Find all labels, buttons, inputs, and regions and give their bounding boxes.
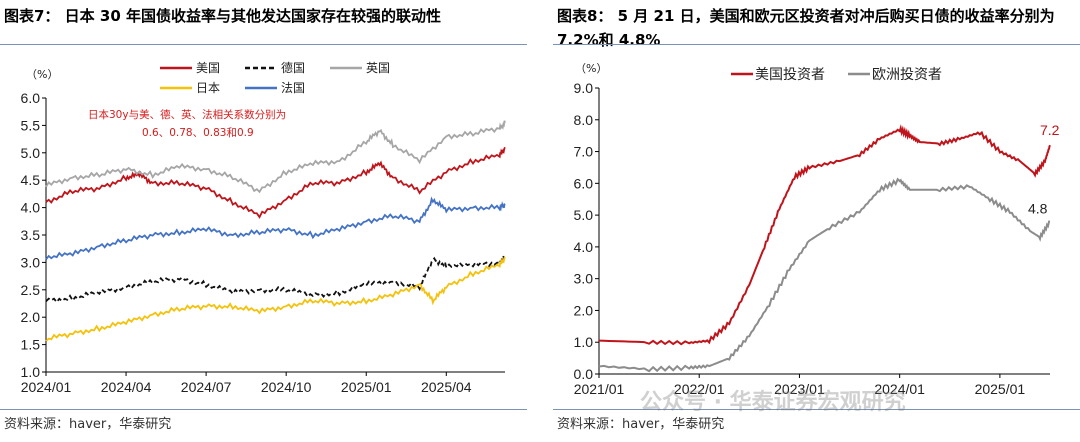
source-note-8: 资料来源：haver，华泰研究 <box>557 417 725 432</box>
y-tick-label-7: 1.5 <box>21 337 41 353</box>
chart-svg-7: 6.0 5.5 5.0 4.5 4.0 3.5 3.0 2.5 2.0 1.5 1.02024/01… <box>21 60 506 395</box>
title-rule-8 <box>553 44 1080 45</box>
legend-label-7: 英国 <box>366 61 390 75</box>
y-tick-label-8: 7.0 <box>574 144 594 160</box>
series-line-7 <box>45 146 506 219</box>
x-tick-label-7: 2024/07 <box>181 379 232 395</box>
source-rule-7 <box>0 409 527 410</box>
annotation-line1-7: 日本30y与美、德、英、法相关系数分别为 <box>88 108 286 121</box>
series-line-7 <box>45 196 506 260</box>
x-tick-label-8: 2025/01 <box>975 381 1026 397</box>
x-tick-label-8: 2022/01 <box>674 381 725 397</box>
y-tick-label-8: 8.0 <box>574 112 594 128</box>
series-line-7 <box>45 256 506 342</box>
x-tick-label-8: 2023/01 <box>774 381 825 397</box>
end-label-eu: 4.8 <box>1028 200 1048 216</box>
y-tick-label-8: 5.0 <box>574 207 594 223</box>
y-tick-label-8: 9.0 <box>574 80 594 96</box>
legend-label-7: 美国 <box>196 61 220 75</box>
y-tick-label-8: 4.0 <box>574 239 594 255</box>
x-tick-label-8: 2024/01 <box>874 381 925 397</box>
x-tick-label-7: 2025/04 <box>421 379 472 395</box>
y-tick-label-7: 4.5 <box>21 172 41 188</box>
legend-label-8: 欧洲投资者 <box>872 67 942 83</box>
end-label-us: 7.2 <box>1040 122 1060 138</box>
series-line-8 <box>598 124 1051 346</box>
chart-panel-7: 图表7： 日本 30 年国债收益率与其他发达国家存在较强的联动性 6.0 5.5 5… <box>0 0 527 442</box>
source-rule-8 <box>553 409 1080 410</box>
y-tick-label-8: 0.0 <box>574 366 594 382</box>
watermark: 公众号 · 华泰证券宏观研究 <box>640 390 906 415</box>
y-tick-label-7: 2.0 <box>21 309 41 325</box>
x-tick-label-7: 2024/10 <box>261 379 312 395</box>
y-tick-label-7: 6.0 <box>21 90 41 106</box>
x-tick-label-7: 2024/01 <box>21 379 72 395</box>
legend-label-7: 法国 <box>281 81 305 95</box>
y-tick-label-8: 2.0 <box>574 302 594 318</box>
y-tick-label-7: 5.5 <box>21 117 41 133</box>
legend-label-8: 美国投资者 <box>755 67 825 83</box>
y-tick-label-8: 6.0 <box>574 175 594 191</box>
unit-label-8: （%） <box>575 62 607 75</box>
x-tick-label-7: 2024/04 <box>101 379 152 395</box>
y-tick-label-7: 3.5 <box>21 227 41 243</box>
x-tick-label-8: 2021/01 <box>574 381 625 397</box>
y-tick-label-7: 3.0 <box>21 254 41 270</box>
series-line-8 <box>598 177 1051 373</box>
source-note-7: 资料来源：haver，华泰研究 <box>4 417 172 432</box>
series-line-7 <box>45 252 506 304</box>
y-tick-label-7: 2.5 <box>21 282 41 298</box>
y-tick-label-7: 5.0 <box>21 145 41 161</box>
y-tick-label-7: 4.0 <box>21 200 41 216</box>
legend-label-7: 德国 <box>281 60 305 75</box>
annotation-line2-7: 0.6、0.78、0.83和0.9 <box>142 127 254 139</box>
unit-label-7: （%） <box>26 68 58 81</box>
chart-title-7: 图表7： 日本 30 年国债收益率与其他发达国家存在较强的联动性 <box>4 7 441 25</box>
y-tick-label-8: 3.0 <box>574 271 594 287</box>
series-line-7 <box>45 120 506 194</box>
y-tick-label-8: 1.0 <box>574 334 594 350</box>
x-tick-label-7: 2025/01 <box>341 379 392 395</box>
chart-panel-8: 图表8： 5 月 21 日，美国和欧元区投资者对冲后购买日债的收益率分别为 7.… <box>553 0 1080 442</box>
legend-label-7: 日本 <box>196 81 220 95</box>
title-rule-7 <box>0 44 527 45</box>
y-tick-label-7: 1.0 <box>21 364 41 380</box>
